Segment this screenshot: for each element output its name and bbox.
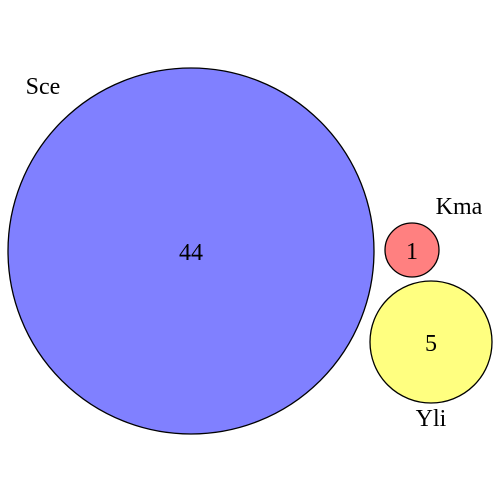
set-sce-circle bbox=[7, 67, 375, 435]
set-kma-circle bbox=[384, 222, 440, 278]
set-yli: 5 Yli bbox=[369, 280, 493, 432]
set-yli-label: Yli bbox=[416, 406, 447, 432]
set-yli-count: 5 bbox=[425, 331, 437, 357]
set-yli-circle bbox=[369, 280, 493, 404]
set-sce: 44 Sce bbox=[7, 67, 375, 435]
set-sce-count: 44 bbox=[179, 240, 203, 266]
set-sce-label: Sce bbox=[26, 74, 61, 100]
set-kma: 1 Kma bbox=[384, 194, 483, 278]
set-kma-count: 1 bbox=[406, 239, 418, 265]
set-kma-label: Kma bbox=[436, 194, 483, 220]
